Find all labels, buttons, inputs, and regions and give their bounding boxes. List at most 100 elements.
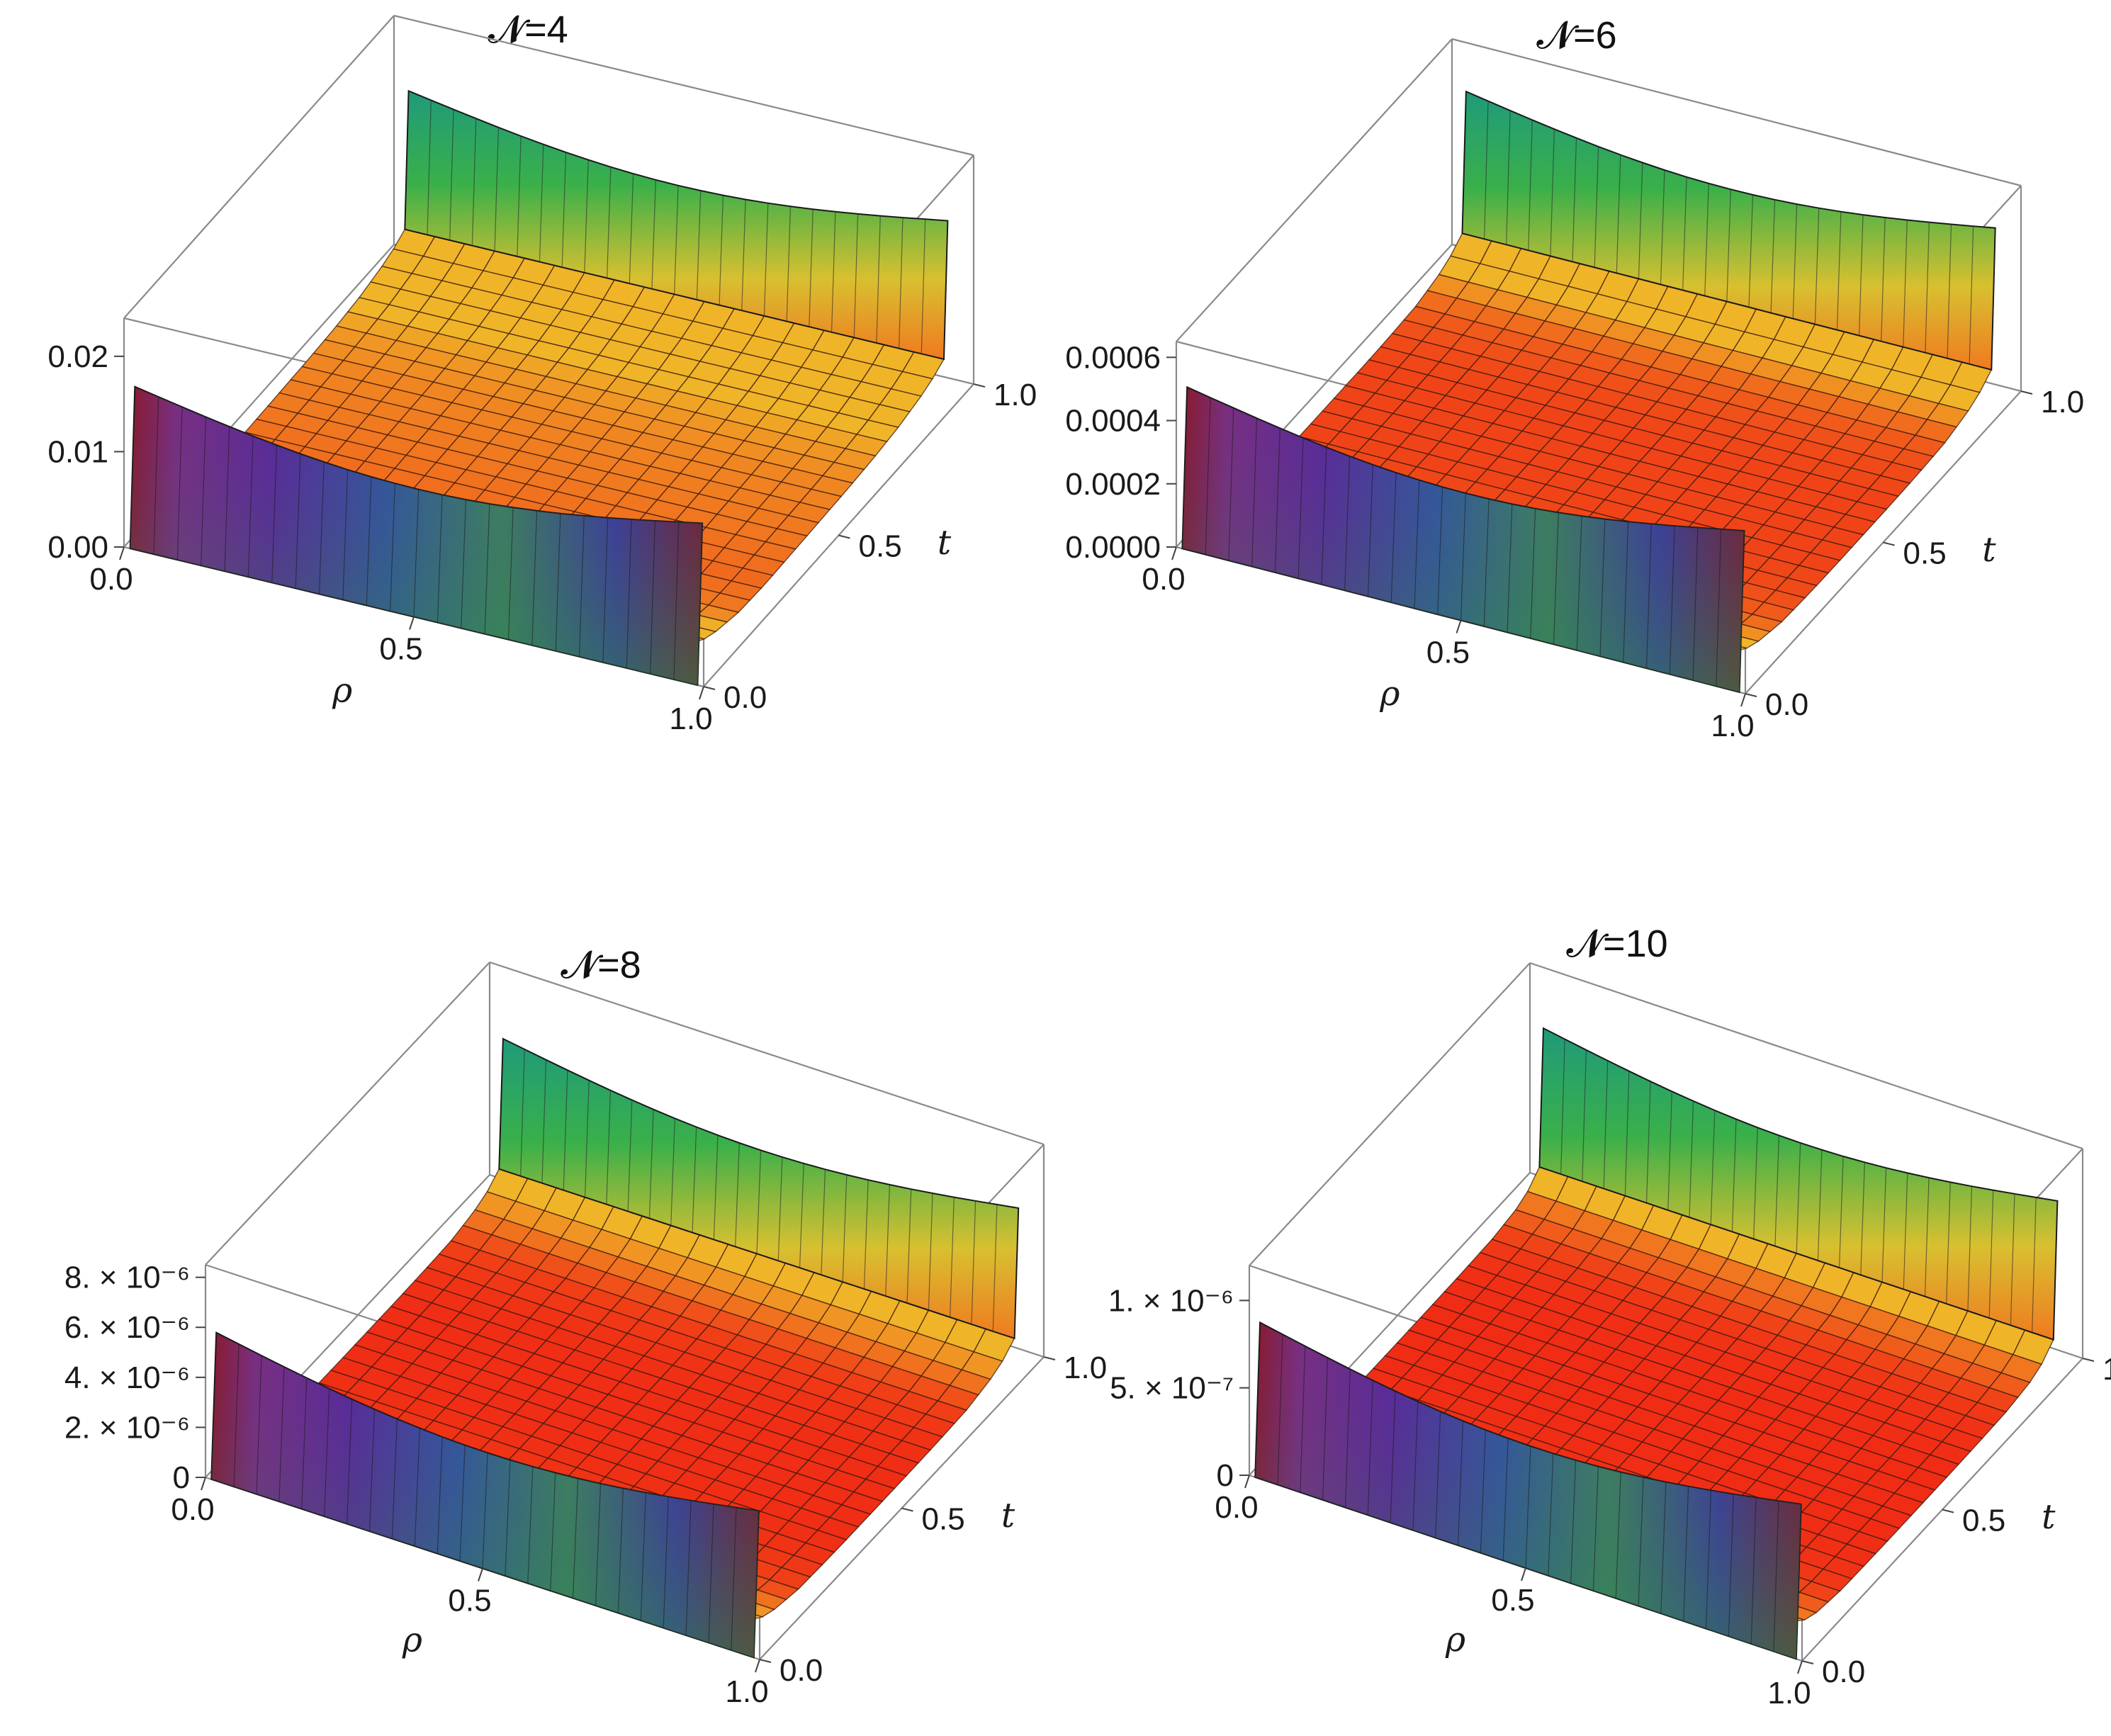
- y-tick-mark: [838, 534, 850, 539]
- back-wall-gridline: [1947, 224, 1952, 359]
- back-wall-gridline: [799, 1163, 804, 1268]
- back-wall-gridline: [741, 199, 746, 311]
- front-wall-gridline: [201, 417, 206, 566]
- surface: [1254, 1027, 2059, 1660]
- x-tick-mark: [1171, 546, 1177, 560]
- front-wall-gridline: [1692, 527, 1699, 680]
- front-wall-gridline: [1457, 1421, 1464, 1545]
- back-wall-gridline: [539, 144, 544, 262]
- back-wall-gridline: [1560, 1039, 1565, 1175]
- front-wall-gridline: [507, 507, 514, 640]
- z-tick-label: 0.0000: [1065, 530, 1161, 565]
- surface: [210, 1037, 1020, 1659]
- back-wall-gridline: [427, 100, 432, 235]
- front-wall-gridline: [1576, 516, 1582, 650]
- back-wall-gridline: [1660, 169, 1665, 285]
- y-tick-mark: [759, 1659, 772, 1663]
- x-tick-label: 1.0: [1767, 1676, 1811, 1710]
- z-tick-label: 6. × 10⁻⁶: [64, 1310, 190, 1345]
- back-wall-gridline: [1924, 1178, 1930, 1297]
- panel-title: 𝓝=6: [1536, 14, 1616, 57]
- back-wall: [498, 1037, 1020, 1340]
- y-tick-label: 0.0: [1822, 1655, 1865, 1689]
- front-wall-shade: [1182, 387, 1745, 692]
- z-tick-label: 0.0004: [1065, 404, 1161, 439]
- axis-ticks: 0.0 0.5 1.0 ρ 0.0 0.5 1.0 t 0.00 0.01 0.02: [47, 339, 1037, 736]
- back-wall-gridline: [563, 1070, 568, 1190]
- front-wall-gridline: [1525, 1446, 1531, 1569]
- y-tick-mark: [2020, 390, 2033, 395]
- back-wall-gridline: [853, 213, 859, 338]
- back-wall-gridline: [651, 179, 656, 289]
- front-wall-gridline: [1683, 1486, 1689, 1621]
- back-wall-gridline: [1638, 162, 1643, 279]
- front-wall-gridline: [391, 1419, 398, 1539]
- back-wall-gridline: [692, 1127, 697, 1233]
- axis-ticks: 0.0 0.5 1.0 ρ 0.0 0.5 1.0 t 0 5. × 10⁻⁷ 1. × 10⁻⁶: [1108, 1283, 2111, 1710]
- front-wall-gridline: [1435, 1411, 1441, 1538]
- x-tick-label: 0.5: [1426, 636, 1470, 670]
- front-wall-gridline: [685, 1500, 692, 1635]
- y-tick-mark: [1745, 693, 1757, 697]
- back-wall-gridline: [494, 127, 500, 252]
- front-wall-gridline: [414, 1428, 420, 1547]
- back-wall-gridline: [606, 1090, 612, 1205]
- front-wall-gridline: [1322, 1358, 1329, 1500]
- back-wall-gridline: [1726, 189, 1731, 302]
- front-wall-gridline: [1599, 519, 1606, 657]
- front-wall-gridline: [572, 1478, 579, 1599]
- y-axis-label: t: [1001, 1496, 1015, 1535]
- x-tick-mark: [755, 1659, 760, 1673]
- front-wall-gridline: [550, 1472, 556, 1591]
- x-tick-mark: [119, 546, 125, 560]
- front-wall-gridline: [482, 1453, 488, 1569]
- front-wall-gridline: [1507, 504, 1513, 633]
- back-wall-gridline: [1704, 183, 1709, 296]
- x-axis-label: ρ: [402, 1621, 422, 1660]
- z-tick-label: 0.01: [47, 434, 108, 469]
- y-axis-label: t: [1982, 530, 1996, 570]
- back-wall-gridline: [584, 159, 589, 273]
- back-wall-gridline: [1969, 226, 1974, 364]
- front-wall-gridline: [1773, 1501, 1779, 1652]
- front-wall-gridline: [1344, 456, 1351, 591]
- back-wall-gridline: [1814, 208, 1820, 325]
- back-wall-gridline: [1582, 1049, 1587, 1182]
- x-tick-mark: [1521, 1567, 1526, 1582]
- back-wall-gridline: [1946, 1182, 1951, 1304]
- box-edge: [205, 962, 490, 1266]
- back-wall: [1461, 90, 1996, 371]
- front-wall-gridline: [233, 1343, 240, 1487]
- back-wall-gridline: [763, 203, 769, 316]
- back-wall-gridline: [517, 135, 522, 257]
- back-wall-gridline: [629, 174, 634, 284]
- front-wall-gridline: [1274, 428, 1280, 573]
- back-wall-gridline: [1881, 1168, 1887, 1283]
- back-wall-gridline: [885, 1184, 890, 1297]
- front-wall-gridline: [247, 436, 254, 577]
- axis-ticks: 0.0 0.5 1.0 ρ 0.0 0.5 1.0 t 0.0000 0.0002 0.0004 0.…: [1065, 340, 2084, 743]
- front-wall-gridline: [1480, 1430, 1486, 1553]
- front-wall-gridline: [640, 1492, 646, 1621]
- front-wall-gridline: [256, 1355, 262, 1494]
- front-wall-gridline: [650, 521, 655, 674]
- back-wall-gridline: [928, 1193, 933, 1311]
- front-wall-gridline: [1638, 1477, 1644, 1606]
- back-wall-gridline: [831, 211, 836, 332]
- front-wall-gridline: [527, 1466, 534, 1584]
- front-wall-gridline: [1553, 512, 1559, 645]
- back-wall-gridline: [719, 195, 724, 305]
- back-wall-gridline: [471, 118, 477, 246]
- front-wall-gridline: [731, 1507, 737, 1650]
- y-axis-label: t: [938, 523, 952, 563]
- y-tick-mark: [1043, 1356, 1056, 1360]
- back-wall-gridline: [584, 1080, 590, 1197]
- back-wall-gridline: [1770, 199, 1776, 313]
- front-wall-gridline: [1669, 526, 1675, 675]
- x-tick-label: 0.5: [1491, 1583, 1534, 1618]
- back-wall-gridline: [1624, 1071, 1630, 1196]
- front-wall-shade: [1255, 1322, 1801, 1659]
- front-wall-gridline: [1570, 1460, 1577, 1584]
- box-edge: [1529, 962, 2083, 1150]
- front-wall-gridline: [153, 397, 159, 555]
